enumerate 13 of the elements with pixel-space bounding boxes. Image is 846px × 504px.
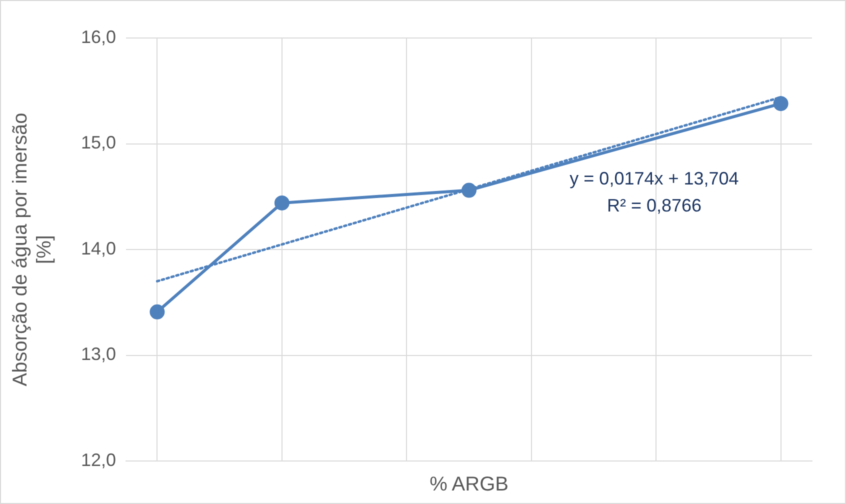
y-tick-label: 14,0 (80, 238, 116, 258)
y-tick-label: 16,0 (80, 26, 116, 47)
y-axis-title: Absorção de água por imersão [%] (10, 112, 56, 386)
x-axis-title: % ARGB (430, 474, 508, 496)
point (462, 182, 477, 198)
annotation: R² = 0,8766 (606, 196, 702, 216)
annotation: y = 0,0174x + 13,704 (570, 168, 739, 189)
point (150, 304, 165, 320)
y-tick-label: 12,0 (80, 450, 116, 470)
y-tick-label: 15,0 (80, 132, 116, 153)
y-tick-label: 13,0 (80, 344, 116, 364)
point (773, 96, 788, 112)
point (274, 195, 290, 210)
